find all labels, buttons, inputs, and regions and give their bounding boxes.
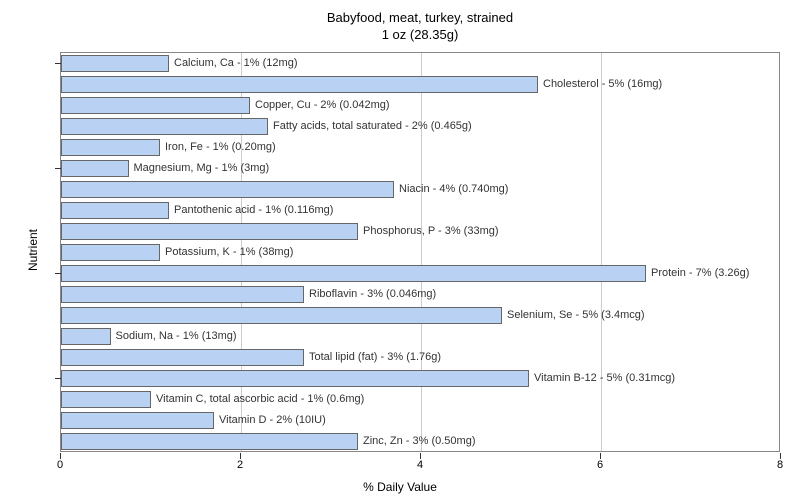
bar — [61, 76, 538, 93]
x-tick-label: 0 — [57, 459, 63, 471]
bar — [61, 160, 129, 177]
bar — [61, 181, 394, 198]
bar-label: Phosphorus, P - 3% (33mg) — [363, 225, 499, 237]
bar-label: Potassium, K - 1% (38mg) — [165, 246, 293, 258]
bar-row: Niacin - 4% (0.740mg) — [61, 181, 508, 198]
bar-row: Zinc, Zn - 3% (0.50mg) — [61, 433, 475, 450]
bar-label: Magnesium, Mg - 1% (3mg) — [134, 162, 270, 174]
bar-row: Copper, Cu - 2% (0.042mg) — [61, 97, 390, 114]
bar-row: Riboflavin - 3% (0.046mg) — [61, 286, 436, 303]
bar — [61, 433, 358, 450]
x-tick-label: 6 — [597, 459, 603, 471]
bar-label: Copper, Cu - 2% (0.042mg) — [255, 99, 390, 111]
bar-label: Cholesterol - 5% (16mg) — [543, 78, 662, 90]
bar — [61, 265, 646, 282]
bar-row: Iron, Fe - 1% (0.20mg) — [61, 139, 276, 156]
bar-row: Potassium, K - 1% (38mg) — [61, 244, 293, 261]
bar-label: Riboflavin - 3% (0.046mg) — [309, 288, 436, 300]
bar-label: Pantothenic acid - 1% (0.116mg) — [174, 204, 333, 216]
bar — [61, 55, 169, 72]
bar — [61, 391, 151, 408]
bar-row: Pantothenic acid - 1% (0.116mg) — [61, 202, 333, 219]
bar-label: Vitamin C, total ascorbic acid - 1% (0.6… — [156, 393, 364, 405]
bar-row: Selenium, Se - 5% (3.4mcg) — [61, 307, 645, 324]
x-tick-label: 2 — [237, 459, 243, 471]
bar-label: Zinc, Zn - 3% (0.50mg) — [363, 435, 475, 447]
title-line2: 1 oz (28.35g) — [60, 27, 780, 44]
bar-row: Phosphorus, P - 3% (33mg) — [61, 223, 499, 240]
bar — [61, 286, 304, 303]
bar — [61, 244, 160, 261]
y-tick-mark — [55, 273, 61, 274]
plot-area: Calcium, Ca - 1% (12mg) Cholesterol - 5% … — [60, 52, 780, 452]
bar — [61, 370, 529, 387]
bar-row: Protein - 7% (3.26g) — [61, 265, 749, 282]
bar — [61, 97, 250, 114]
bar — [61, 118, 268, 135]
bar-label: Vitamin B-12 - 5% (0.31mcg) — [534, 372, 675, 384]
y-tick-mark — [55, 378, 61, 379]
gridline — [421, 53, 422, 451]
y-tick-mark — [55, 168, 61, 169]
bar-label: Sodium, Na - 1% (13mg) — [116, 330, 237, 342]
bar-label: Vitamin D - 2% (10IU) — [219, 414, 326, 426]
chart-title: Babyfood, meat, turkey, strained 1 oz (2… — [60, 10, 780, 44]
x-tick-label: 4 — [417, 459, 423, 471]
bar-row: Sodium, Na - 1% (13mg) — [61, 328, 237, 345]
bar — [61, 412, 214, 429]
y-tick-mark — [55, 63, 61, 64]
x-axis-title: % Daily Value — [0, 480, 800, 494]
y-axis-title: Nutrient — [26, 229, 40, 271]
bar — [61, 307, 502, 324]
bar — [61, 139, 160, 156]
x-axis: 0 2 4 6 8 — [60, 455, 780, 470]
chart-container: Babyfood, meat, turkey, strained 1 oz (2… — [0, 0, 800, 500]
bar-row: Total lipid (fat) - 3% (1.76g) — [61, 349, 441, 366]
bar-row: Fatty acids, total saturated - 2% (0.465… — [61, 118, 472, 135]
bar-row: Magnesium, Mg - 1% (3mg) — [61, 160, 269, 177]
bar-row: Calcium, Ca - 1% (12mg) — [61, 55, 297, 72]
bar-row: Vitamin B-12 - 5% (0.31mcg) — [61, 370, 675, 387]
bar-label: Niacin - 4% (0.740mg) — [399, 183, 508, 195]
bar-label: Fatty acids, total saturated - 2% (0.465… — [273, 120, 472, 132]
bar-row: Vitamin C, total ascorbic acid - 1% (0.6… — [61, 391, 364, 408]
x-tick-label: 8 — [777, 459, 783, 471]
bar-label: Total lipid (fat) - 3% (1.76g) — [309, 351, 441, 363]
bar-row: Vitamin D - 2% (10IU) — [61, 412, 326, 429]
title-line1: Babyfood, meat, turkey, strained — [60, 10, 780, 27]
bar — [61, 349, 304, 366]
bar — [61, 202, 169, 219]
bar — [61, 328, 111, 345]
gridline — [601, 53, 602, 451]
bar-label: Iron, Fe - 1% (0.20mg) — [165, 141, 276, 153]
bar-row: Cholesterol - 5% (16mg) — [61, 76, 662, 93]
bar — [61, 223, 358, 240]
bar-label: Protein - 7% (3.26g) — [651, 267, 749, 279]
bar-label: Selenium, Se - 5% (3.4mcg) — [507, 309, 645, 321]
bar-label: Calcium, Ca - 1% (12mg) — [174, 57, 297, 69]
